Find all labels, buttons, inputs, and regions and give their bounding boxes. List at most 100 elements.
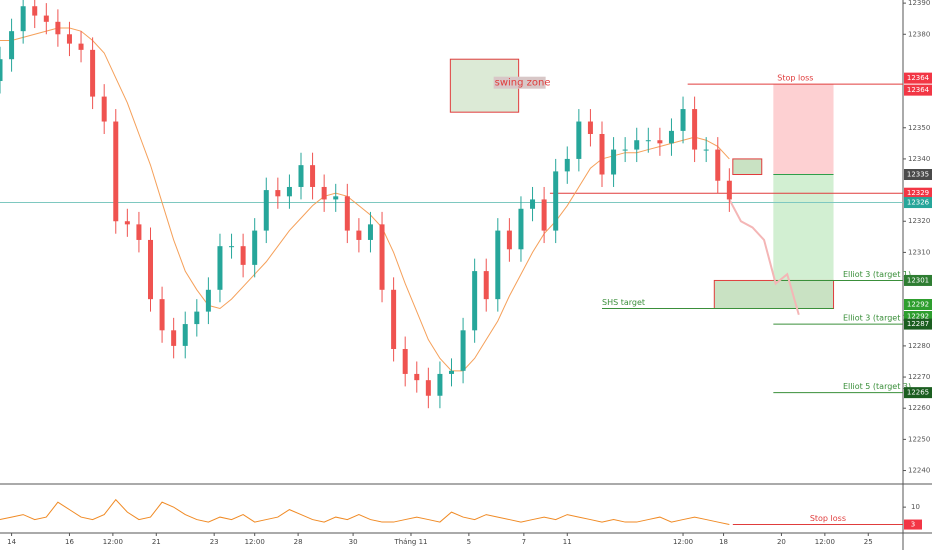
candle-body xyxy=(275,190,281,197)
zone-box xyxy=(713,279,835,309)
indicator-line xyxy=(0,498,730,526)
candle-body xyxy=(252,230,258,265)
candle-body xyxy=(518,208,524,250)
candle-body xyxy=(229,246,235,248)
price-tag-label: 12364 xyxy=(907,74,930,82)
price-tag xyxy=(904,72,932,84)
y-tick-label: 12390 xyxy=(908,0,930,7)
moving-average xyxy=(0,27,730,372)
candle-body xyxy=(611,149,617,175)
candle-body xyxy=(194,311,200,325)
y-tick-label: 12280 xyxy=(908,342,930,350)
candle-body xyxy=(136,224,142,240)
indicator-stop-label: Stop loss xyxy=(810,514,846,523)
candle-body xyxy=(634,140,640,150)
level-label: Elliot 5 (target 3) xyxy=(843,382,911,391)
price-tag-label: 12287 xyxy=(907,320,929,328)
candle-body xyxy=(240,246,246,265)
candle-body xyxy=(726,180,732,200)
candle-body xyxy=(78,43,84,50)
candle-body xyxy=(101,96,107,122)
price-tag-label: 12329 xyxy=(907,189,929,197)
y-tick-label: 12260 xyxy=(908,404,930,412)
y-tick-label: 12380 xyxy=(908,30,930,38)
candle-body xyxy=(460,330,466,371)
price-tag-label: 12301 xyxy=(907,276,929,284)
indicator-tag-label: 3 xyxy=(911,521,915,529)
y-tick-label: 12320 xyxy=(908,217,930,225)
x-tick-label: 12:00 xyxy=(245,538,265,546)
candle-body xyxy=(564,158,570,172)
candle-body xyxy=(587,121,593,134)
candle-body xyxy=(171,330,177,346)
x-tick-label: 5 xyxy=(467,538,471,546)
y-tick-label: 12250 xyxy=(908,435,930,443)
price-tag-label: 12265 xyxy=(907,389,929,397)
candle-body xyxy=(402,349,408,374)
price-tag-label: 12292 xyxy=(907,312,929,320)
candle-body xyxy=(344,196,350,231)
x-tick-label: Tháng 11 xyxy=(393,538,427,546)
x-tick-label: 16 xyxy=(65,538,74,546)
candle-body xyxy=(66,34,72,44)
x-tick-label: 12:00 xyxy=(815,538,835,546)
level-label: Elliot 3 (target 2) xyxy=(843,314,911,323)
x-tick-label: 11 xyxy=(563,538,572,546)
candle-body xyxy=(425,380,431,396)
price-tag-label: 12292 xyxy=(907,300,929,308)
candle-body xyxy=(9,31,15,60)
candle-body xyxy=(449,370,454,374)
x-tick-label: 12:00 xyxy=(103,538,123,546)
x-tick-label: 7 xyxy=(522,538,526,546)
candle-body xyxy=(506,230,512,250)
candle-body xyxy=(90,49,96,97)
candle-body xyxy=(576,121,582,159)
x-tick-label: 12:00 xyxy=(673,538,693,546)
price-tag-label: 12364 xyxy=(907,86,930,94)
projection-line xyxy=(728,198,800,316)
candle-body xyxy=(541,199,547,231)
y-tick-label: 12340 xyxy=(908,155,930,163)
candle-body xyxy=(0,59,3,82)
indicator-y-tick-label: 10 xyxy=(911,503,920,511)
x-tick-label: 28 xyxy=(294,538,303,546)
zone-box xyxy=(732,158,763,176)
candle-body xyxy=(530,199,536,209)
candle-body xyxy=(286,186,292,197)
candle-body xyxy=(356,230,362,240)
candle-body xyxy=(148,239,153,300)
candle-body xyxy=(657,140,663,144)
candle-body xyxy=(124,221,130,225)
candle-body xyxy=(703,149,709,151)
x-tick-label: 21 xyxy=(152,538,161,546)
x-tick-label: 25 xyxy=(864,538,873,546)
candle-body xyxy=(205,289,211,312)
candle-body xyxy=(622,149,628,151)
candle-body xyxy=(379,224,385,290)
price-tag-label: 12326 xyxy=(907,199,930,207)
candle-body xyxy=(310,165,316,187)
zone-label: swing zone xyxy=(495,78,551,89)
price-tag xyxy=(904,387,932,399)
candle-body xyxy=(391,289,397,350)
price-tag xyxy=(904,169,932,181)
x-tick-label: 18 xyxy=(719,538,728,546)
indicator-tag xyxy=(904,519,922,530)
candle-body xyxy=(298,165,304,187)
candle-body xyxy=(367,224,373,240)
candle-body xyxy=(483,271,489,300)
candle-body xyxy=(55,21,61,35)
candle-body xyxy=(472,271,478,331)
x-tick-label: 14 xyxy=(7,538,16,546)
candle-body xyxy=(159,299,165,331)
zone-box xyxy=(773,84,834,175)
candle-body xyxy=(645,140,651,142)
price-tag-label: 12335 xyxy=(907,171,929,179)
x-tick-label: 20 xyxy=(777,538,786,546)
candle-body xyxy=(715,149,721,181)
candle-body xyxy=(668,130,674,144)
price-tag xyxy=(904,197,932,209)
candle-body xyxy=(599,133,605,175)
candle-body xyxy=(321,186,327,200)
